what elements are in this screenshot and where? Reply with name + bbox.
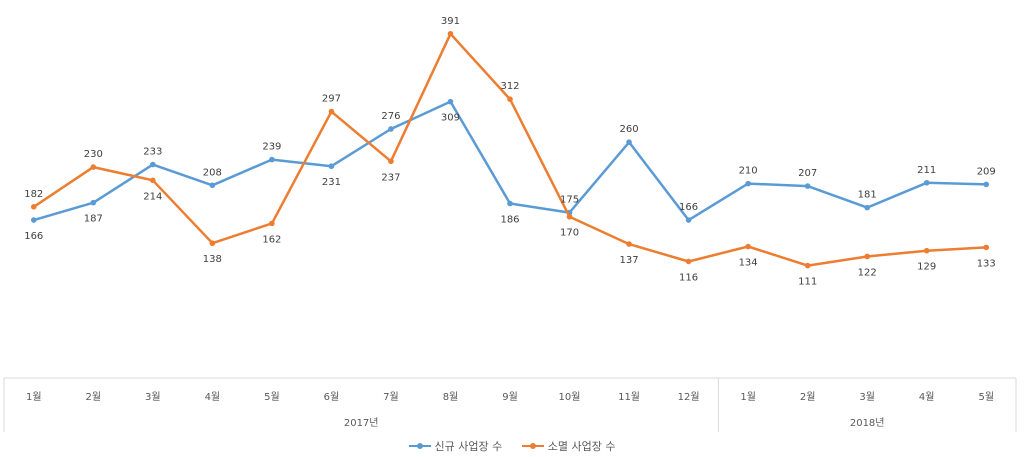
data-point[interactable] xyxy=(269,156,275,163)
data-point[interactable] xyxy=(804,183,811,189)
x-tick-label: 3월 xyxy=(145,391,161,403)
x-tick-label: 5월 xyxy=(264,391,280,403)
legend-item-new[interactable]: 신규 사업장 수 xyxy=(408,438,503,454)
data-label: 116 xyxy=(679,272,698,283)
data-point[interactable] xyxy=(209,182,216,189)
data-label: 181 xyxy=(858,190,877,201)
year-group-label: 2018년 xyxy=(850,417,885,429)
data-point[interactable] xyxy=(447,98,454,105)
data-label: 237 xyxy=(381,172,400,183)
x-tick-label: 6월 xyxy=(324,391,340,403)
data-point[interactable] xyxy=(328,163,335,170)
series-line-1 xyxy=(32,32,988,267)
data-label: 166 xyxy=(24,231,43,242)
data-label: 182 xyxy=(24,189,43,200)
data-label: 133 xyxy=(977,258,996,269)
data-label: 138 xyxy=(203,254,222,265)
data-point[interactable] xyxy=(30,217,37,223)
data-point[interactable] xyxy=(388,158,394,165)
data-label: 231 xyxy=(322,177,341,188)
data-label: 239 xyxy=(262,142,281,153)
x-tick-label: 4월 xyxy=(919,391,935,403)
data-label: 214 xyxy=(143,191,162,202)
data-point[interactable] xyxy=(745,243,751,250)
x-tick-label: 11월 xyxy=(618,391,640,403)
data-label: 276 xyxy=(381,111,400,122)
data-label: 297 xyxy=(322,94,341,105)
data-point[interactable] xyxy=(507,96,513,102)
data-point[interactable] xyxy=(447,30,454,37)
year-group-label: 2017년 xyxy=(344,417,379,429)
x-tick-label: 3월 xyxy=(859,391,875,403)
data-label: 230 xyxy=(84,149,103,160)
data-point[interactable] xyxy=(626,241,632,247)
data-point[interactable] xyxy=(209,240,216,247)
data-label: 210 xyxy=(739,166,758,177)
data-label: 170 xyxy=(560,228,579,239)
x-tick-label: 4월 xyxy=(205,391,221,403)
data-point[interactable] xyxy=(150,161,156,168)
x-tick-label: 1월 xyxy=(26,391,42,403)
data-point[interactable] xyxy=(923,247,930,254)
data-label: 211 xyxy=(917,165,936,176)
data-label: 312 xyxy=(500,81,519,92)
data-point[interactable] xyxy=(745,180,751,187)
data-point[interactable] xyxy=(328,108,335,115)
x-tick-label: 1월 xyxy=(740,391,756,403)
x-tick-label: 10월 xyxy=(559,391,581,403)
x-axis-table: 1월 2월 3월 4월 5월 6월 7월 8월 9월 10월 11월 12월 1월 2월 3월 4월 5월 201… xyxy=(3,377,1017,432)
data-label: 233 xyxy=(143,147,162,158)
x-tick-label: 5월 xyxy=(978,391,994,403)
data-label: 175 xyxy=(560,195,579,206)
legend-label-closed: 소멸 사업장 수 xyxy=(547,440,616,453)
data-point[interactable] xyxy=(566,213,573,220)
x-tick-label: 7월 xyxy=(383,391,399,403)
data-label: 137 xyxy=(620,255,639,266)
data-point[interactable] xyxy=(685,217,692,223)
data-point[interactable] xyxy=(388,126,394,132)
data-point[interactable] xyxy=(150,177,156,184)
data-point[interactable] xyxy=(923,179,930,186)
data-label: 111 xyxy=(798,277,817,288)
data-point[interactable] xyxy=(90,199,97,206)
data-point[interactable] xyxy=(804,262,811,269)
data-point[interactable] xyxy=(864,204,870,211)
x-tick-label: 8월 xyxy=(443,391,459,403)
data-label: 260 xyxy=(620,124,639,135)
x-tick-label: 2월 xyxy=(86,391,102,403)
legend-marker-new xyxy=(408,441,431,451)
data-point[interactable] xyxy=(685,258,692,265)
data-point[interactable] xyxy=(864,253,870,260)
data-label: 134 xyxy=(739,258,758,269)
data-label: 166 xyxy=(679,202,698,213)
data-label: 208 xyxy=(203,167,222,178)
x-tick-label: 12월 xyxy=(678,391,700,403)
data-label: 162 xyxy=(262,234,281,245)
data-label: 209 xyxy=(977,166,996,177)
data-point[interactable] xyxy=(983,244,990,251)
x-tick-label: 2월 xyxy=(800,391,816,403)
x-tick-label: 9월 xyxy=(502,391,518,403)
data-point[interactable] xyxy=(269,220,275,227)
data-label: 187 xyxy=(84,214,103,225)
data-label: 129 xyxy=(917,262,936,273)
legend-item-closed[interactable]: 소멸 사업장 수 xyxy=(521,438,616,454)
data-point[interactable] xyxy=(983,181,990,188)
data-point[interactable] xyxy=(507,200,513,207)
data-label: 207 xyxy=(798,168,817,179)
data-label: 186 xyxy=(500,214,519,225)
data-label: 309 xyxy=(441,113,460,124)
data-point[interactable] xyxy=(30,204,37,210)
data-point[interactable] xyxy=(90,164,97,170)
legend-label-new: 신규 사업장 수 xyxy=(434,440,503,453)
data-label-layer: 166 187 233 208 239 231 276 309 186 175 260 166 210 2… xyxy=(24,16,996,288)
legend-marker-closed xyxy=(521,441,544,451)
series-layer xyxy=(30,30,990,269)
legend: 신규 사업장 수 소멸 사업장 수 xyxy=(0,438,1024,454)
data-point[interactable] xyxy=(626,139,632,146)
data-label: 122 xyxy=(858,267,877,278)
data-label: 391 xyxy=(441,16,460,27)
